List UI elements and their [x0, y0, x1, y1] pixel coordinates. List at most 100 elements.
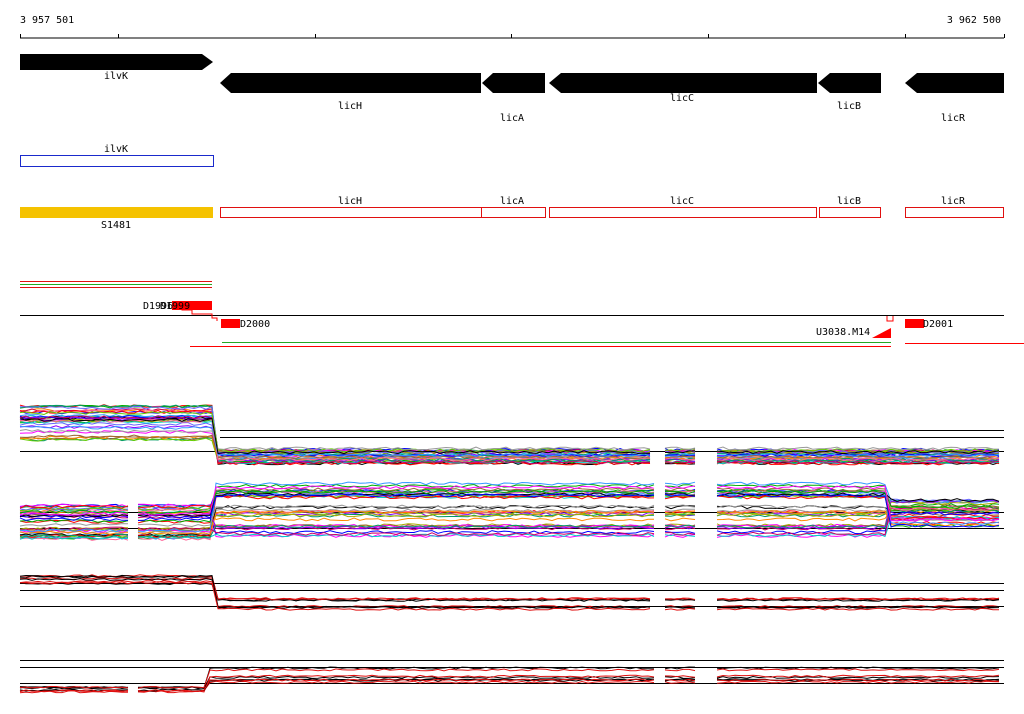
feature-label-licC: licC: [670, 196, 694, 207]
profile-line: [137, 678, 655, 692]
profile-line: [19, 519, 129, 523]
profile-line: [716, 674, 1000, 678]
profile-line: [664, 606, 696, 609]
segment-wedge-U3038[interactable]: [872, 328, 891, 338]
gene-arrow-licB[interactable]: [818, 73, 881, 93]
expression-profile-panel-1: [19, 404, 1004, 466]
profile-line: [19, 528, 129, 533]
profile-line: [716, 675, 1000, 679]
profile-line: [716, 487, 1000, 508]
blue-feature-label: ilvK: [104, 144, 128, 155]
profile-line: [137, 678, 655, 693]
gene-arrow-ilvK[interactable]: [20, 54, 213, 70]
profile-line: [19, 581, 651, 611]
profile-line: [664, 485, 696, 489]
profile-line: [664, 668, 696, 672]
profile-line: [716, 446, 1000, 451]
profile-line: [138, 675, 655, 689]
profile-line: [716, 668, 1000, 672]
profile-line: [19, 507, 129, 512]
gene-arrow-licA[interactable]: [482, 73, 545, 93]
feature-box-licR[interactable]: [905, 207, 1004, 218]
segment-block-D2000[interactable]: [221, 319, 240, 328]
profile-line: [664, 484, 696, 488]
profile-line: [664, 446, 696, 451]
profile-line: [19, 574, 651, 609]
profile-line: [716, 455, 1000, 460]
profile-line: [716, 680, 1000, 684]
profile-line: [716, 605, 1000, 609]
yellow-feature-bar[interactable]: [20, 207, 213, 218]
profile-line: [664, 681, 696, 684]
profile-line: [19, 514, 129, 518]
profile-line: [664, 481, 696, 486]
profile-line: [664, 598, 696, 601]
gene-licA[interactable]: licA: [482, 73, 545, 124]
profile-line: [716, 450, 1000, 455]
profile-line: [19, 428, 651, 451]
gene-ilvK[interactable]: ilvK: [20, 54, 213, 82]
profile-line: [716, 678, 999, 682]
feature-box-licH[interactable]: [220, 207, 482, 218]
profile-line: [664, 457, 696, 462]
profile-line: [19, 404, 651, 462]
profile-line: [664, 504, 696, 508]
profile-line: [137, 514, 655, 535]
gene-arrow-licC[interactable]: [549, 73, 817, 93]
profile-line: [664, 533, 696, 537]
gene-label-ilvK: ilvK: [104, 71, 128, 82]
profile-line: [664, 675, 696, 678]
expression-profile-panel-3: [19, 574, 1004, 611]
profile-line: [137, 485, 655, 516]
profile-line: [716, 448, 1000, 453]
feature-box-licC[interactable]: [549, 207, 817, 218]
segment-label-D2001: D2001: [923, 319, 953, 330]
profile-line: [716, 508, 1000, 522]
gene-licB[interactable]: licB: [818, 73, 881, 112]
segment-label-D1999: D1999: [160, 301, 190, 312]
profile-line: [664, 524, 696, 529]
gene-licC[interactable]: licC: [549, 73, 817, 104]
profile-line: [664, 457, 696, 461]
gene-licH[interactable]: licH: [220, 73, 481, 112]
feature-box-licA[interactable]: [481, 207, 546, 218]
segment-notch-right: [886, 316, 894, 322]
profile-line: [137, 481, 655, 537]
gene-arrow-licR[interactable]: [905, 73, 1004, 93]
feature-label-licH: licH: [338, 196, 362, 207]
profile-line: [664, 487, 695, 492]
profile-line: [664, 666, 696, 670]
profile-line: [137, 666, 655, 690]
profile-line: [716, 597, 1000, 601]
blue-feature-track: ilvK: [20, 144, 214, 167]
profile-line: [664, 495, 696, 500]
profile-line: [664, 493, 696, 497]
profile-line: [19, 581, 651, 602]
gene-licR[interactable]: licR: [905, 73, 1004, 124]
gene-arrow-track: ilvK licH licA licC licB licR: [20, 54, 1004, 124]
gene-arrow-licH[interactable]: [220, 73, 481, 93]
profile-line: [664, 533, 696, 538]
profile-line: [137, 508, 655, 535]
gene-label-licC: licC: [670, 93, 694, 104]
profile-line: [716, 598, 1000, 602]
feature-box-licB[interactable]: [819, 207, 881, 218]
blue-feature-box[interactable]: [20, 155, 214, 167]
profile-line: [664, 508, 696, 512]
profile-line: [19, 519, 129, 524]
gene-label-licB: licB: [837, 101, 861, 112]
profile-line: [664, 675, 696, 679]
profile-line: [664, 597, 696, 601]
profile-line: [664, 453, 696, 457]
profile-line: [664, 513, 696, 517]
gene-label-licA: licA: [500, 113, 524, 124]
profile-line: [137, 509, 655, 535]
profile-line: [716, 457, 1000, 462]
profile-line: [137, 674, 655, 694]
profile-line: [19, 689, 129, 693]
segment-block-D1996[interactable]: [172, 301, 212, 310]
profile-line: [664, 607, 696, 611]
profile-line: [716, 510, 1000, 527]
segment-block-D2001[interactable]: [905, 319, 924, 328]
profile-line: [137, 524, 655, 538]
